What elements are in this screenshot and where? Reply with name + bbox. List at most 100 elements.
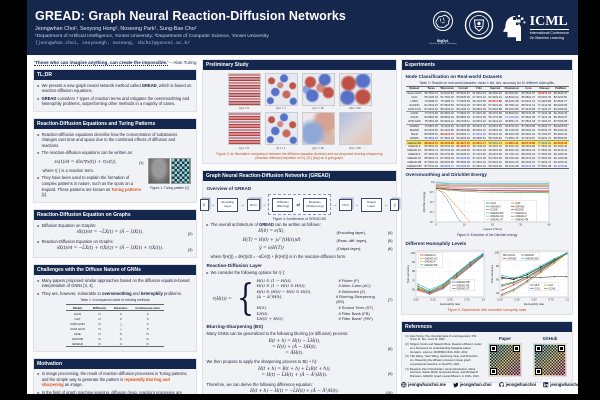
arch-ode-group: Diffusion (Blurring) ⇄ Reaction (Sharpen… bbox=[268, 194, 331, 216]
website-link[interactable]: jeongwhanchoi.me bbox=[401, 382, 446, 388]
svg-text:Homophily rate: Homophily rate bbox=[523, 301, 544, 305]
svg-text:1.00: 1.00 bbox=[481, 297, 485, 301]
turing-pattern-bullet: ▸ They have been used to explain the form… bbox=[38, 175, 144, 198]
svg-text:GREAD-FB: GREAD-FB bbox=[456, 284, 469, 287]
arrow-icon: → bbox=[261, 202, 267, 208]
arrow-icon: → bbox=[383, 202, 389, 208]
bs-intro: Many GNNs can be generalized to the foll… bbox=[206, 331, 349, 337]
bullet-item: ▸ We present a new graph neural network m… bbox=[37, 82, 192, 94]
icml-logo: ICML International Conference On Machine… bbox=[501, 14, 569, 42]
table-row: GREAD-Z 87.30±4.45 86.27±2.96 84.32±5.61 37.… bbox=[408, 153, 568, 157]
svg-text:GREAD-F: GREAD-F bbox=[424, 260, 436, 263]
figure-6-caption: Figure 6: Experiments with controlled ho… bbox=[447, 307, 527, 312]
reaction-diffusion-form-note: where f(H(t)) = dH(t)/dt = −αL̃H(t) + βr… bbox=[210, 254, 347, 260]
heatmap-label: (a) t = 0 bbox=[239, 106, 249, 111]
section-title-references: References bbox=[402, 322, 572, 333]
home-icon bbox=[401, 382, 407, 388]
svg-text:30: 30 bbox=[519, 223, 522, 227]
reaction-option: H(0), if Source Term (ST) bbox=[256, 304, 374, 310]
svg-text:GAT: GAT bbox=[548, 284, 553, 287]
equation-10: H(t + h) − H(t) = −L̃H(t) + (Ã − Ã²)H(t)… bbox=[250, 389, 393, 394]
figure-4-caption: Figure 4: Architecture of GREAD-BS bbox=[272, 217, 327, 222]
bullet-item: ▸ Many papers proposed similar approaches… bbox=[37, 277, 190, 289]
qr-codes: Paper GitHub bbox=[487, 335, 569, 380]
equation-4: H(0) = e(X), (Encoding layer), (4) bbox=[258, 229, 393, 236]
svg-text:GREAD-BS: GREAD-BS bbox=[424, 263, 437, 266]
author-emails: {jeongwhan.choi, seoyoungh, noseong, sbc… bbox=[35, 41, 190, 46]
svg-text:80: 80 bbox=[412, 269, 415, 273]
comparison-table: Model Diffusion Reaction Continuous-time GCN… bbox=[66, 304, 164, 347]
twitter-link[interactable]: jeongwhan.choi bbox=[452, 382, 492, 388]
svg-text:GRAND: GRAND bbox=[515, 206, 524, 209]
homophily-plot-baselines: 0.000.250.500.751.00406080100GGCNBLENDGR… bbox=[490, 250, 569, 305]
paper-qr-code bbox=[488, 342, 522, 377]
svg-text:GCN: GCN bbox=[534, 287, 540, 290]
heatmap-tile bbox=[338, 72, 372, 106]
table-row: GRAFF 88.38±4.53 87.45±2.94 83.24±6.49 36.09… bbox=[405, 136, 569, 142]
arch-h0-node: H(0) bbox=[246, 198, 260, 211]
linkedin-link[interactable]: jeongwhanchoi bbox=[543, 382, 578, 388]
table-row: GPR-GNN O △ X bbox=[70, 321, 149, 326]
table-row: GREAD-F 85.95±4.45 88.04±2.54 86.49±5.13 36.… bbox=[408, 145, 568, 149]
bigdyl-logo: BigDyL Big Data Analytics Laboratory bbox=[429, 10, 457, 45]
svg-text:GRAND-l: GRAND-l bbox=[490, 206, 501, 209]
twitter-icon bbox=[452, 382, 459, 388]
bullet-item: ▸ The reaction-diffusion equations can be… bbox=[37, 150, 133, 156]
right-column: Experiments Node Classification on Real-… bbox=[401, 59, 573, 389]
svg-text:60: 60 bbox=[412, 287, 415, 291]
svg-text:GREAD-FB*: GREAD-FB* bbox=[456, 281, 470, 284]
section-experiments: Experiments Node Classification on Real-… bbox=[401, 59, 573, 316]
svg-text:0.00: 0.00 bbox=[413, 297, 419, 301]
architecture-intro-bullet: ▸ The overall architecture of GREAD can b… bbox=[207, 222, 393, 228]
arch-encoding-box: Encoding Layer bbox=[217, 197, 239, 212]
arrow-icon: ⇄ bbox=[296, 201, 301, 207]
table-row: GREAD-FB 87.03±4.49 88.24±2.80 85.95±6.09 37… bbox=[407, 160, 568, 164]
dirichlet-energy-plot: 0 10 20 30 40 10¹ 10⁻¹ 10⁻³ 10⁻⁵ 10⁻⁷ GCN GAT GRAND-… bbox=[422, 180, 551, 231]
brace-glyph: { bbox=[236, 278, 254, 320]
svg-text:GREAD-Z: GREAD-Z bbox=[515, 215, 527, 218]
table-row: GCNII 77.57±3.83 80.39±3.40 77.86±3.79 37.44… bbox=[410, 112, 568, 116]
bullet-item: ▸ GREAD considers 7 types of reaction ter… bbox=[37, 95, 190, 107]
turing-portrait-image bbox=[148, 157, 170, 184]
svg-text:20: 20 bbox=[491, 223, 494, 227]
figure-5-caption: Figure 5: Evolution of the Dirichlet ene… bbox=[456, 233, 518, 238]
arrow-icon: → bbox=[240, 202, 245, 208]
bullet-item: ▸ Reaction-diffusion equations describe h… bbox=[37, 131, 178, 148]
svg-text:GREAD-ST: GREAD-ST bbox=[490, 219, 503, 222]
svg-text:90: 90 bbox=[412, 260, 415, 264]
poster-header: GREAD: Graph Neural Reaction-Diffusion N… bbox=[27, 0, 578, 55]
figure-4-architecture: X → Encoding Layer → H(0) → Diffusion (B… bbox=[199, 194, 400, 216]
table-row: GREAD-ST 85.95±4.74 87.65±3.64 86.22±5.65 37… bbox=[407, 157, 568, 161]
heatmap-label: (d) t = 50 bbox=[349, 106, 361, 111]
table-row: GREAD-FB* 87.57±4.34 88.63±3.17 86.22±6.02 3… bbox=[405, 164, 569, 170]
section-references: References [1] Alan Turing. The chemical … bbox=[401, 321, 573, 384]
reference-item: [1] Alan Turing. The chemical basis of mo… bbox=[405, 334, 477, 342]
svg-text:10⁻⁷: 10⁻⁷ bbox=[430, 220, 435, 224]
brain-icon bbox=[433, 11, 453, 31]
left-column: 'Those who can imagine anything, can cre… bbox=[33, 59, 197, 394]
overview-subhead: Overview of GREAD bbox=[206, 186, 252, 192]
section-rd-turing: Reaction-Diffusion Equations and Turing … bbox=[33, 118, 197, 204]
section-title-tldr: TL;DR bbox=[34, 70, 196, 80]
svg-text:MLP: MLP bbox=[534, 284, 539, 287]
rd-layer-intro: ▸ We consider the following options for r… bbox=[206, 269, 286, 275]
github-link[interactable]: jeongwhanchoi bbox=[498, 382, 536, 388]
svg-text:40: 40 bbox=[548, 223, 551, 227]
svg-text:GREAD-Z: GREAD-Z bbox=[424, 254, 436, 257]
heatmap-label: (c) t = 10 bbox=[312, 106, 324, 111]
heatmap-label: (e) t = 0 bbox=[239, 145, 249, 150]
svg-text:0: 0 bbox=[435, 223, 437, 227]
svg-text:40: 40 bbox=[496, 291, 499, 295]
svg-text:1.00: 1.00 bbox=[565, 297, 569, 301]
section-title-challenges: Challenges with the Diffuse Nature of GN… bbox=[34, 265, 196, 275]
svg-text:Test accuracy: Test accuracy bbox=[490, 264, 494, 283]
arch-diffusion-box: Diffusion (Blurring) bbox=[272, 197, 294, 212]
equation-2: ∂X(t)/∂t = −L̃X(t) = (Ã − I)X(t), (2) bbox=[76, 230, 193, 236]
reaction-option: H(t) ⊙ (1 − H(t) ⊙ H(t)), if Allen-Cahn (… bbox=[256, 283, 371, 289]
table-row: GDE O X O bbox=[74, 331, 149, 336]
svg-text:0.75: 0.75 bbox=[548, 297, 554, 301]
svg-text:Test accuracy: Test accuracy bbox=[406, 264, 410, 283]
bullet-item: ▸ In image processing, the result of reac… bbox=[37, 371, 188, 388]
section-challenges: Challenges with the Diffuse Nature of GN… bbox=[33, 264, 197, 352]
homophily-plot-gread: 0.000.250.500.751.0060708090100GREAD-ZGR… bbox=[406, 250, 485, 305]
